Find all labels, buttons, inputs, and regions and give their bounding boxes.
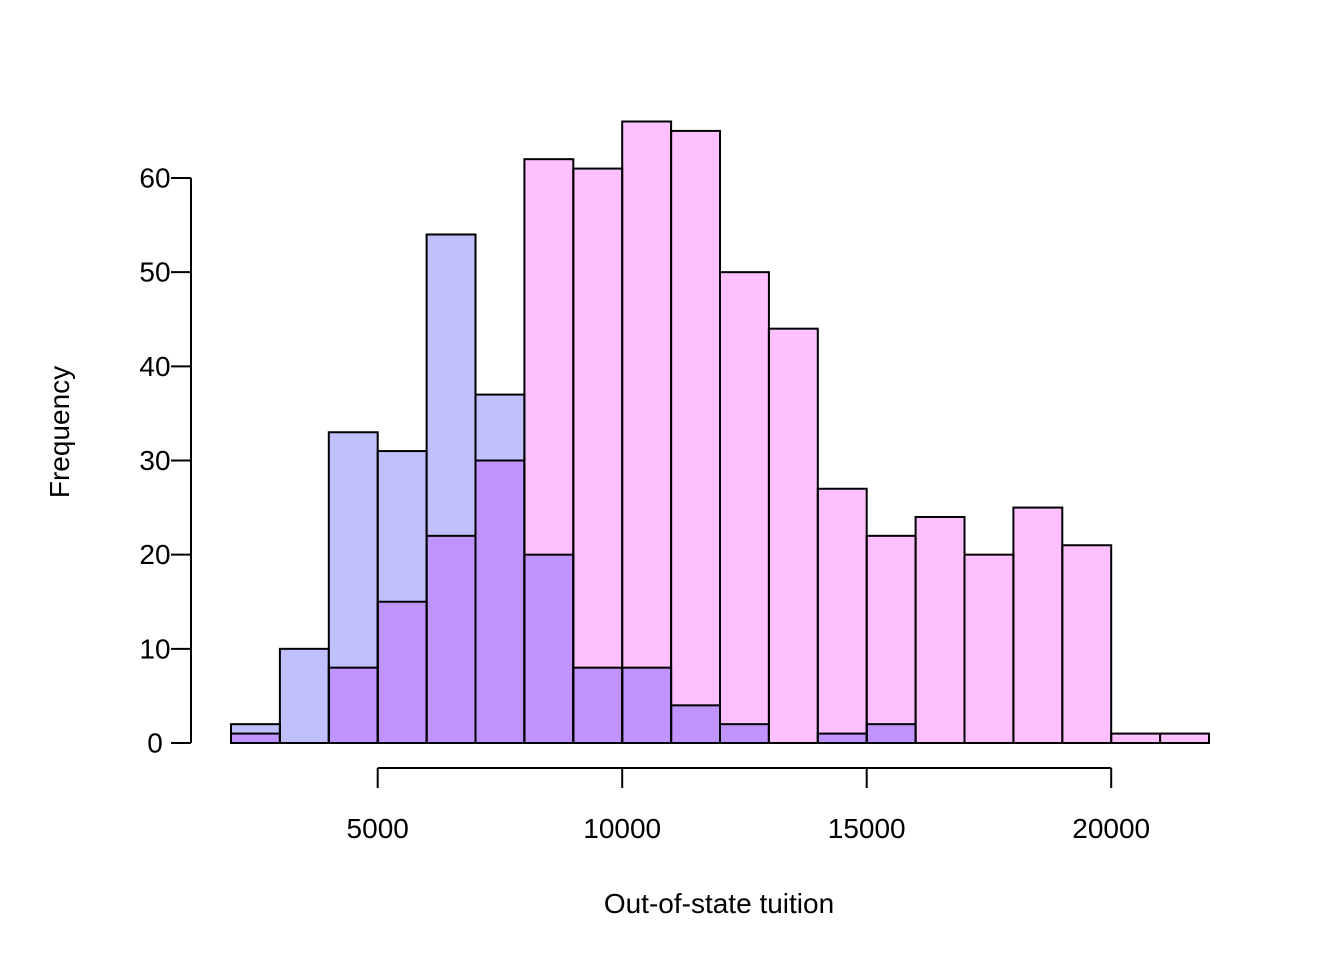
overlap-bar — [475, 460, 525, 743]
histogram-bar — [866, 535, 916, 743]
y-tick-label: 10 — [139, 633, 170, 664]
histogram-bar — [720, 272, 769, 743]
x-tick-label: 10000 — [583, 813, 661, 844]
bar-outline — [230, 732, 281, 744]
histogram-bar — [1013, 507, 1063, 743]
overlap-bar — [671, 705, 720, 743]
histogram-bar — [817, 488, 867, 743]
x-axis-title: Out-of-state tuition — [604, 888, 834, 919]
histogram-bar — [622, 121, 672, 743]
y-tick-label: 40 — [139, 351, 170, 382]
y-tick-label: 0 — [147, 728, 163, 759]
y-axis-title: Frequency — [44, 366, 75, 498]
overlap-bar — [231, 733, 280, 743]
y-tick-label: 50 — [139, 257, 170, 288]
overlap-bar — [622, 667, 672, 743]
overlap-bar — [426, 535, 476, 743]
y-tick-label: 30 — [139, 445, 170, 476]
histogram-bar — [1111, 733, 1161, 743]
x-tick-label: 20000 — [1072, 813, 1150, 844]
overlap-bar — [377, 601, 427, 743]
histogram-bar — [573, 168, 623, 744]
overlap-bar — [720, 724, 769, 743]
overlap-bar — [866, 724, 916, 743]
overlap-bar — [573, 667, 623, 743]
overlap-bar — [328, 667, 378, 743]
histogram-bar — [279, 648, 329, 743]
y-tick-label: 60 — [139, 163, 170, 194]
overlap-bars — [231, 460, 916, 743]
overlap-bar — [524, 554, 574, 743]
x-tick-label: 5000 — [347, 813, 409, 844]
bars-layer — [230, 120, 1210, 745]
histogram-bar — [915, 517, 965, 743]
x-axis: 5000 10000 15000 20000 — [347, 767, 1150, 844]
bar-outlines — [230, 120, 1210, 745]
histogram-bar — [1062, 545, 1112, 743]
y-axis: 0 10 20 30 40 50 60 — [139, 163, 192, 759]
bar-outline — [1061, 544, 1113, 744]
bar-outline — [1159, 732, 1210, 744]
histogram-bar — [1160, 733, 1209, 743]
histogram-bar — [964, 554, 1014, 743]
histogram-bar — [671, 130, 720, 743]
overlap-bar — [817, 733, 867, 743]
y-tick-label: 20 — [139, 539, 170, 570]
histogram-bar — [768, 328, 818, 743]
x-tick-label: 15000 — [828, 813, 906, 844]
